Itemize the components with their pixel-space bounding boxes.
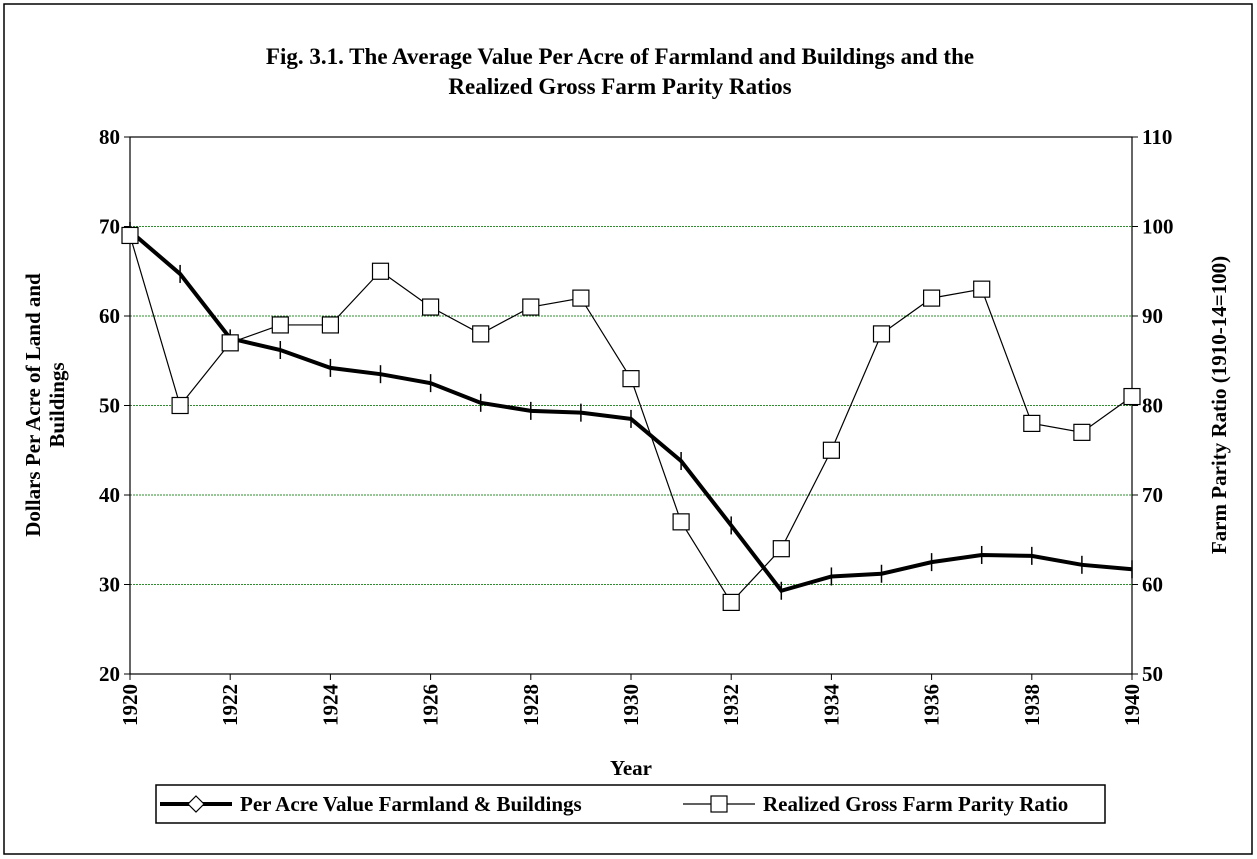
marker xyxy=(772,540,790,558)
x-tick-label: 1924 xyxy=(318,684,342,727)
marker xyxy=(572,289,590,307)
marker xyxy=(822,441,841,459)
x-tick-label: 1934 xyxy=(819,684,843,727)
y2-tick-label: 80 xyxy=(1142,394,1163,418)
marker xyxy=(922,289,941,307)
chart-border xyxy=(3,3,1253,855)
legend-label: Per Acre Value Farmland & Buildings xyxy=(240,792,582,816)
y-axis-label: Dollars Per Acre of Land andBuildings xyxy=(21,273,69,537)
marker xyxy=(422,298,440,316)
y-tick-label: 70 xyxy=(99,215,120,239)
x-tick-label: 1926 xyxy=(419,684,443,726)
x-axis-label: Year xyxy=(610,756,652,780)
legend-marker xyxy=(710,795,728,813)
legend-label: Realized Gross Farm Parity Ratio xyxy=(763,792,1068,816)
marker xyxy=(1023,414,1041,432)
chart-title: Fig. 3.1. The Average Value Per Acre of … xyxy=(266,44,974,99)
marker xyxy=(271,316,289,334)
y-tick-label: 20 xyxy=(99,662,120,686)
marker xyxy=(722,593,740,612)
x-tick-label: 1930 xyxy=(619,684,643,726)
marker xyxy=(121,226,139,245)
marker xyxy=(672,513,690,531)
marker xyxy=(472,325,490,343)
y2-axis-label: Farm Parity Ratio (1910-14=100) xyxy=(1207,256,1231,554)
y2-tick-label: 60 xyxy=(1142,573,1163,597)
marker xyxy=(371,262,390,280)
marker xyxy=(872,325,891,343)
y2-tick-label: 90 xyxy=(1142,304,1163,328)
y-tick-label: 80 xyxy=(99,125,120,149)
x-tick-label: 1920 xyxy=(118,684,142,726)
y-tick-label: 60 xyxy=(99,304,120,328)
plot-frame xyxy=(129,136,1133,675)
marker xyxy=(973,280,991,298)
marker xyxy=(321,316,339,334)
x-tick-label: 1932 xyxy=(719,684,743,726)
marker xyxy=(1073,423,1091,441)
x-tick-label: 1922 xyxy=(218,684,242,726)
marker xyxy=(622,370,640,388)
marker xyxy=(1123,387,1141,406)
y-tick-label: 50 xyxy=(99,394,120,418)
x-tick-label: 1936 xyxy=(920,684,944,726)
legend-marker xyxy=(187,795,205,813)
legend-box xyxy=(155,784,1106,824)
y2-tick-label: 50 xyxy=(1142,662,1163,686)
x-tick-label: 1938 xyxy=(1020,684,1044,726)
y-tick-label: 40 xyxy=(99,483,120,507)
y2-tick-label: 100 xyxy=(1142,215,1174,239)
x-tick-label: 1928 xyxy=(519,684,543,726)
marker xyxy=(221,334,239,352)
marker xyxy=(522,298,540,316)
marker xyxy=(171,396,189,415)
y2-tick-label: 70 xyxy=(1142,483,1163,507)
y-tick-label: 30 xyxy=(99,573,120,597)
x-tick-label: 1940 xyxy=(1120,684,1144,726)
y2-tick-label: 110 xyxy=(1142,125,1172,149)
